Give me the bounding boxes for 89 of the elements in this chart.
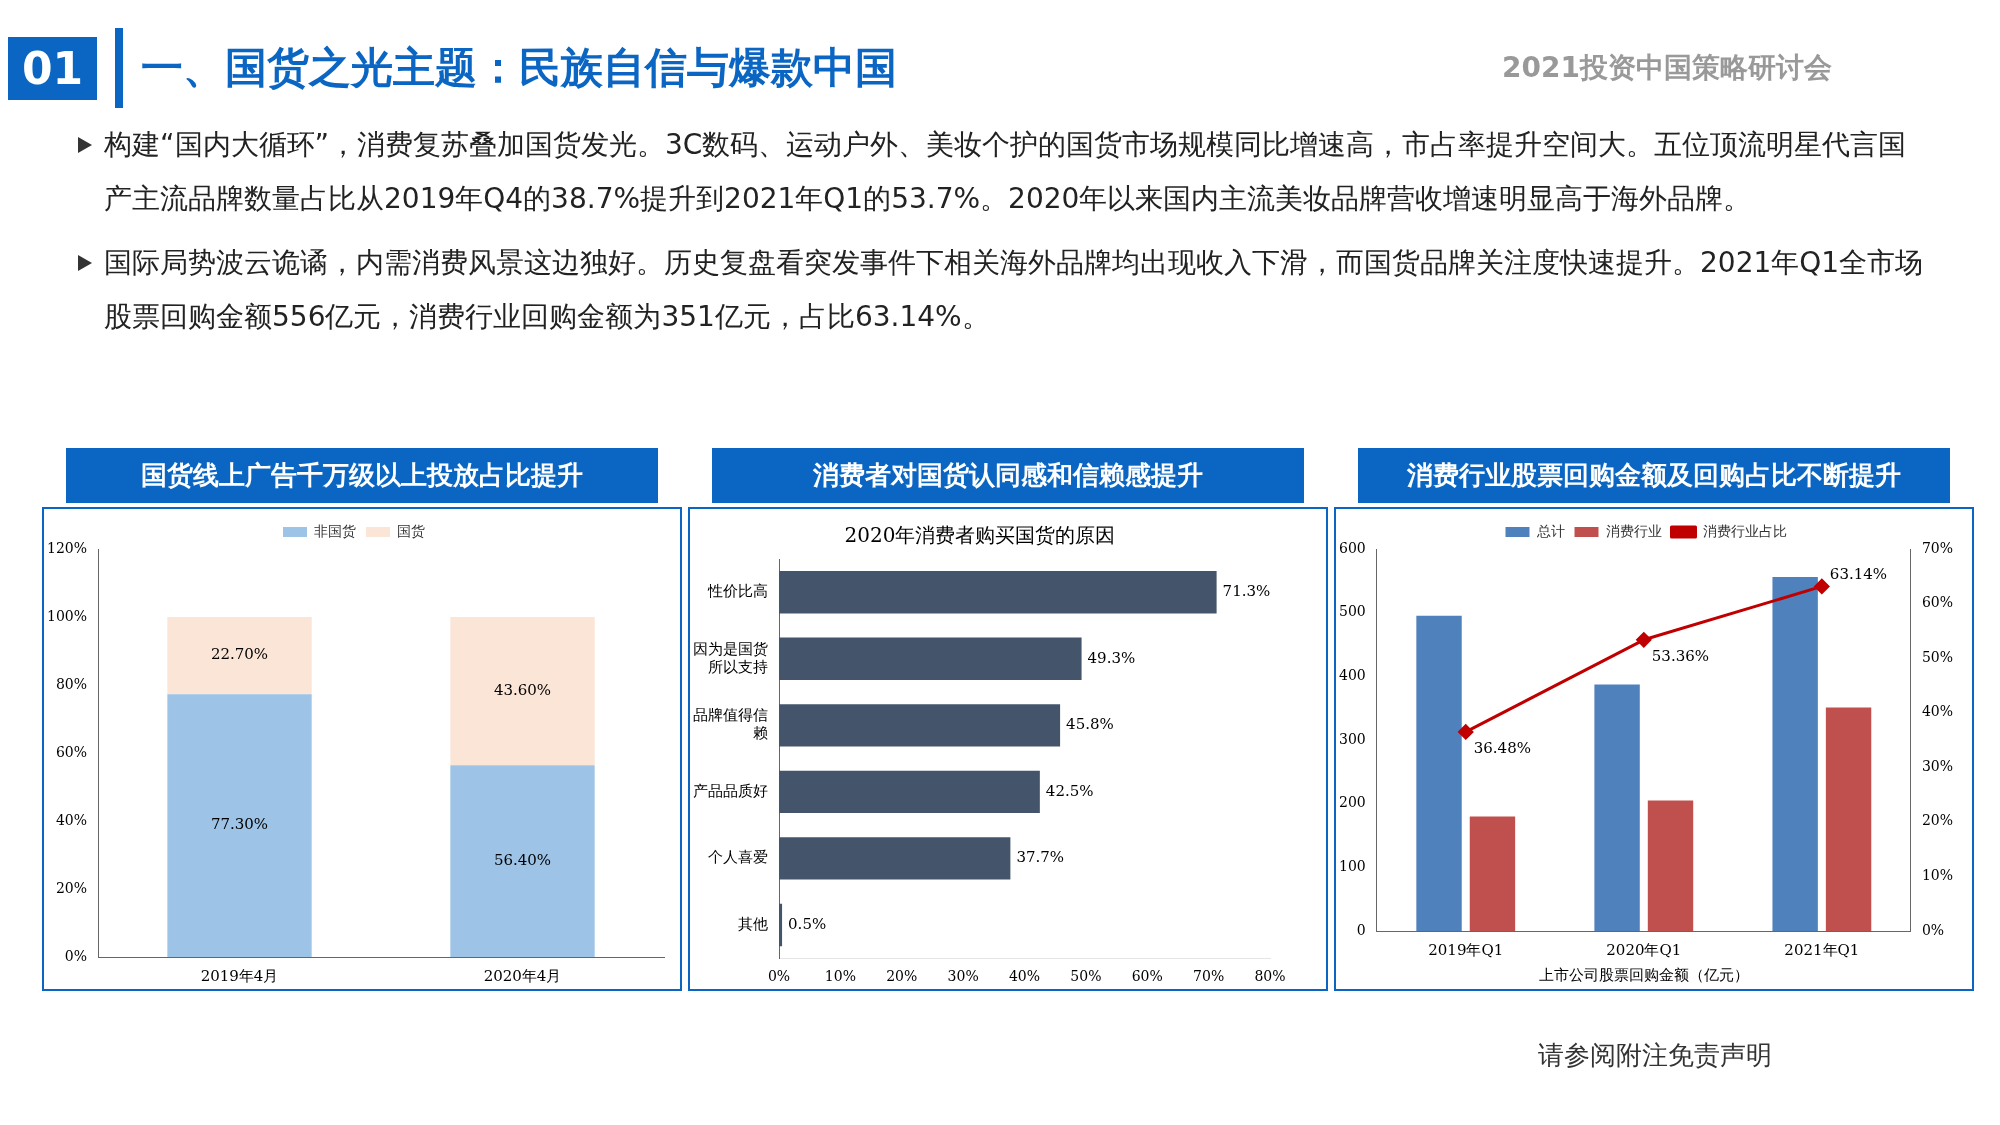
y2-tick-label: 30%: [1921, 757, 1954, 774]
data-label: 77.30%: [210, 815, 269, 834]
text: 2021投资中国策略研讨会: [1502, 50, 1832, 86]
x-tick-label: 2020年Q1: [1606, 940, 1682, 959]
x-tick-label: 0%: [767, 968, 791, 985]
y-tick-label: 20%: [55, 879, 88, 896]
x-tick-label: 60%: [1131, 968, 1163, 985]
x-axis-title: 上市公司股票回购金额（亿元）: [1538, 965, 1749, 984]
legend-label: 消费行业占比: [1702, 522, 1787, 539]
x-tick-label: 2020年4月: [483, 966, 562, 985]
y-tick-label: 品牌值得信赖: [693, 706, 768, 743]
data-label: 63.14%: [1829, 564, 1888, 583]
x-tick-label: 30%: [947, 968, 979, 985]
bar: [1594, 684, 1640, 931]
x-tick-label: 10%: [824, 968, 856, 985]
y-tick-label: 500: [1338, 603, 1366, 620]
y-tick-label: 60%: [55, 743, 88, 760]
bar: [1647, 800, 1694, 931]
data-label: 37.7%: [1016, 848, 1065, 867]
y2-tick-label: 10%: [1921, 867, 1954, 884]
y-tick-label: 40%: [55, 811, 88, 828]
chart-title: 消费者对国货认同感和信赖感提升: [712, 448, 1304, 503]
point: [1458, 724, 1474, 740]
y-tick-label: 产品品质好: [693, 781, 768, 800]
x-tick-label: 40%: [1008, 968, 1041, 985]
bar: [167, 694, 312, 957]
bar: [1416, 615, 1462, 931]
y-tick-label: 性价比高: [707, 582, 768, 601]
legend-label: 总计: [1535, 522, 1565, 539]
y-tick-label: 80%: [55, 675, 88, 692]
y-tick-label: 120%: [46, 539, 88, 556]
data-label: 36.48%: [1473, 739, 1531, 758]
bar: [450, 765, 595, 957]
chart-title: 消费行业股票回购金额及回购占比不断提升: [1358, 448, 1950, 503]
data-label: 53.36%: [1651, 647, 1710, 666]
y-tick-label: 100%: [46, 607, 88, 624]
y-tick-label: 100: [1338, 857, 1366, 874]
y-tick-label: 300: [1338, 730, 1366, 747]
legend-label: 非国货: [314, 522, 356, 539]
data-label: 22.70%: [210, 645, 269, 664]
point: [1636, 632, 1652, 648]
x-tick-label: 2019年4月: [200, 966, 279, 985]
y-tick-label: 0: [1356, 921, 1366, 938]
y-tick-label: 400: [1338, 666, 1366, 683]
bar: [1469, 816, 1516, 931]
x-tick-label: 80%: [1254, 968, 1286, 985]
bar: [1825, 707, 1872, 931]
text: 请参阅附注免责声明: [1538, 1039, 1772, 1072]
y2-tick-label: 0%: [1921, 921, 1945, 938]
data-label: 43.60%: [493, 681, 552, 700]
text: 01: [8, 36, 98, 100]
data-label: 49.3%: [1087, 648, 1136, 667]
chart-subtitle: 2020年消费者购买国货的原因: [844, 523, 1116, 548]
data-label: 42.5%: [1045, 781, 1094, 800]
text: 构建“国内大循环”，消费复苏叠加国货发光。3C数码、运动户外、美妆个护的国货市场规模同比增速高，市占率提升空间大。五位顶流明星代言国产主流品牌数量占比从2019年Q4的38.7%提升到2021年Q1的53.7%。2020年以来国内主流美妆品牌营收增速明显高于海外品牌。: [104, 127, 1908, 217]
y-tick-label: 个人喜爱: [708, 848, 768, 867]
bar: [779, 571, 1217, 614]
y-tick-label: 600: [1338, 539, 1366, 556]
legend-label: 消费行业: [1605, 522, 1662, 539]
chart-title: 国货线上广告千万级以上投放占比提升: [66, 448, 658, 503]
x-tick-label: 2019年Q1: [1428, 940, 1504, 959]
y2-tick-label: 70%: [1921, 539, 1954, 556]
y-tick-label: 因为是国货所以支持: [693, 639, 768, 676]
data-label: 56.40%: [493, 851, 552, 870]
bar: [450, 617, 595, 766]
bar: [779, 637, 1082, 681]
data-label: 0.5%: [788, 914, 827, 933]
x-tick-label: 70%: [1193, 968, 1225, 985]
x-tick-label: 50%: [1070, 968, 1102, 985]
bar: [779, 903, 783, 947]
point: [1814, 578, 1830, 594]
y-tick-label: 200: [1338, 794, 1366, 811]
bar: [167, 617, 312, 695]
text: 国际局势波云诡谲，内需消费风景这边独好。历史复盘看突发事件下相关海外品牌均出现收入下滑，而国货品牌关注度快速提升。2021年Q1全市场股票回购金额556亿元，消费行业回购金额为351亿元，占比63.14%。: [104, 245, 1925, 335]
data-label: 71.3%: [1222, 582, 1271, 601]
x-tick-label: 20%: [886, 968, 918, 985]
bar: [779, 837, 1011, 880]
bar: [1772, 577, 1818, 931]
data-label: 45.8%: [1066, 715, 1114, 734]
bar: [779, 704, 1061, 747]
bar: [779, 770, 1040, 814]
y-tick-label: 其他: [738, 914, 768, 933]
x-tick-label: 2021年Q1: [1784, 940, 1860, 959]
legend-label: 国货: [397, 522, 425, 539]
y2-tick-label: 20%: [1921, 812, 1954, 829]
y2-tick-label: 60%: [1921, 594, 1954, 611]
text: 一、国货之光主题：民族自信与爆款中国: [141, 42, 899, 94]
y2-tick-label: 50%: [1921, 648, 1954, 665]
y2-tick-label: 40%: [1921, 703, 1954, 720]
